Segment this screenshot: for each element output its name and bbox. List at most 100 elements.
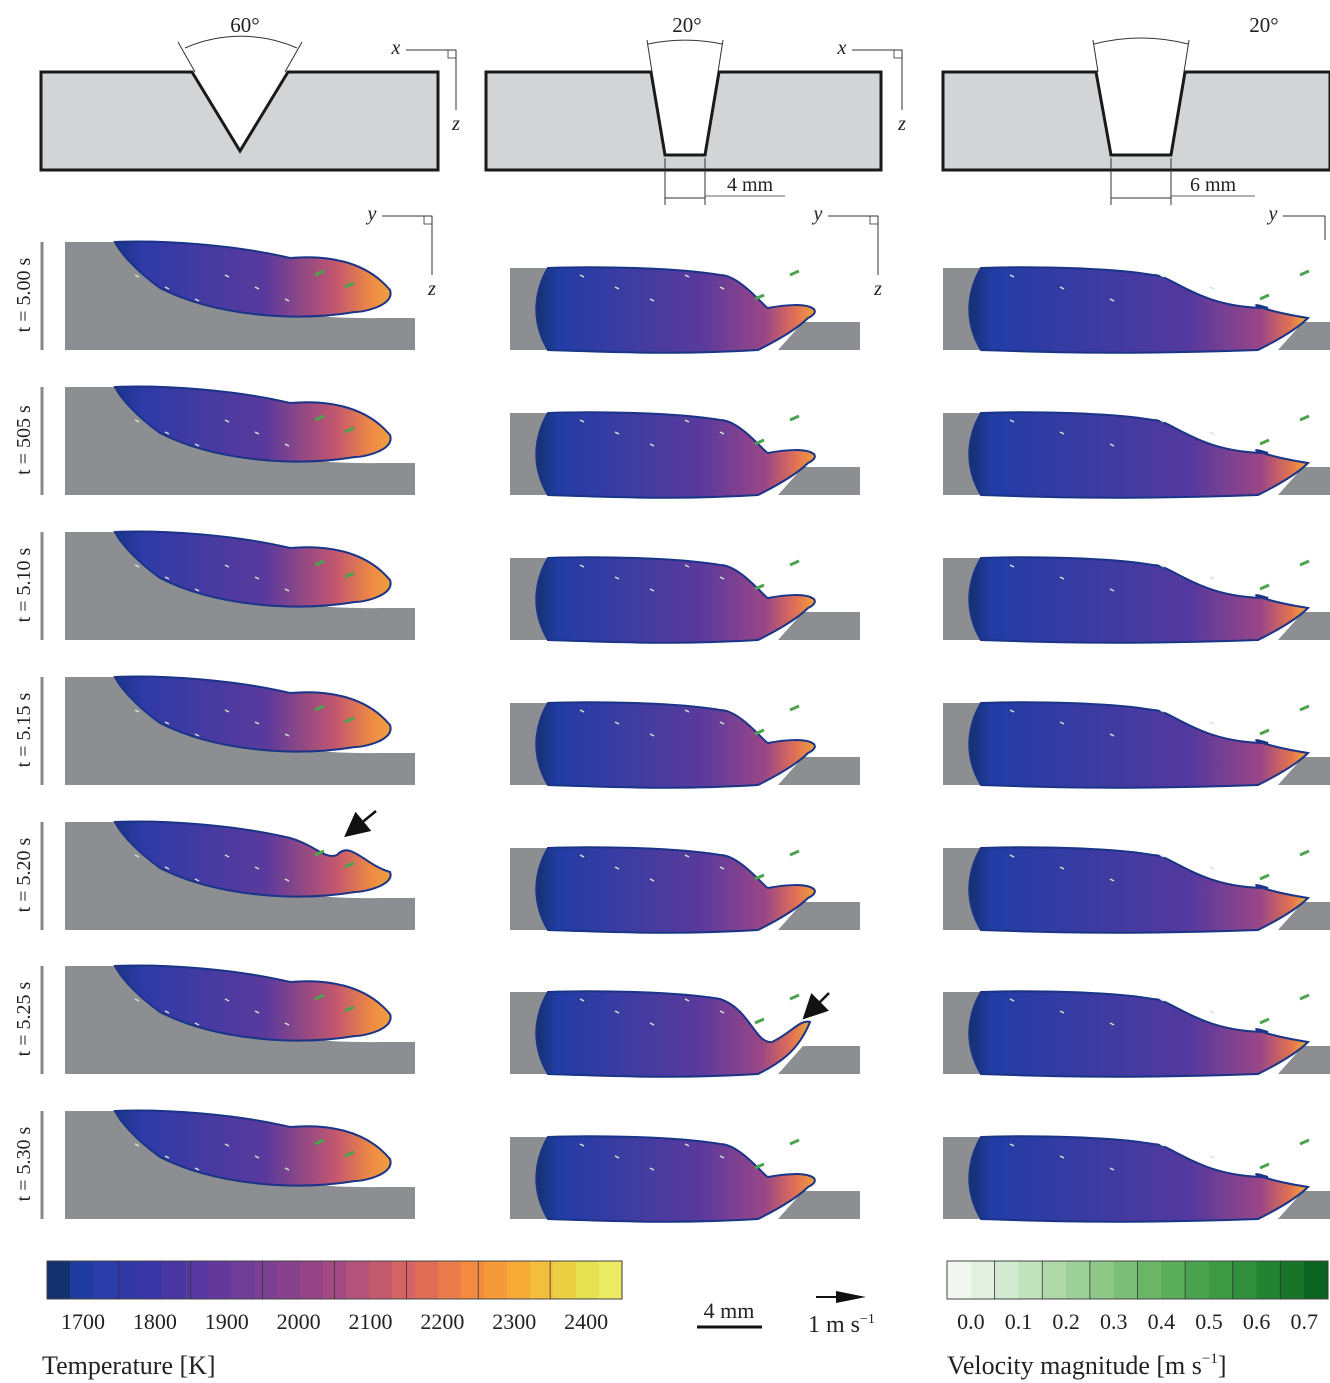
velocity-glyph [194, 443, 200, 447]
velocity-glyph [789, 269, 800, 277]
colorbar-swatch [254, 1261, 278, 1299]
pool-axis-indicators: y z y z y [366, 203, 1326, 300]
velocity-glyph [649, 733, 655, 737]
colorbar-tick-label: 2000 [277, 1309, 321, 1334]
colorbar-swatch [461, 1261, 485, 1299]
velocity-glyph [1259, 438, 1270, 446]
velocity-glyph [614, 721, 620, 725]
velocity-glyph [164, 1010, 170, 1014]
velocity-glyph [719, 286, 725, 290]
colorbar-swatch [1137, 1261, 1162, 1299]
width-label: 4 mm [727, 174, 774, 196]
substrate [65, 1111, 415, 1219]
velocity-glyph [1159, 419, 1165, 423]
time-label-text: t = 5.20 s [13, 837, 35, 912]
pointer-arrow [344, 810, 377, 838]
velocity-glyph [1059, 431, 1065, 435]
melt-pool-panel [65, 1109, 415, 1219]
velocity-glyph [579, 854, 585, 858]
velocity-glyph [194, 878, 200, 882]
time-label: t = 5.25 s [13, 966, 44, 1074]
colorbar-swatch [70, 1261, 94, 1299]
velocity-glyph [134, 854, 140, 858]
velocity-glyph [1299, 849, 1310, 857]
velocity-glyph [1009, 564, 1015, 568]
velocity-glyph [344, 1005, 355, 1013]
velocity-glyph [164, 866, 170, 870]
time-label-text: t = 5.15 s [13, 692, 35, 767]
velocity-glyph [344, 571, 355, 579]
velocity-glyph [164, 431, 170, 435]
melt-pool-panel [943, 556, 1330, 644]
velocity-glyph [579, 709, 585, 713]
velocity-glyph [284, 878, 290, 882]
velocity-glyph [1109, 733, 1115, 737]
time-label-text: t = 5.10 s [13, 547, 35, 622]
velocity-glyph [224, 564, 230, 568]
velocity-glyph [254, 1155, 260, 1159]
velocity-glyph [579, 419, 585, 423]
velocity-glyph [754, 873, 765, 881]
colorbar-tick-label: 0.4 [1148, 1309, 1176, 1334]
colorbar-swatch [1089, 1261, 1115, 1299]
velocity-glyph [579, 274, 585, 278]
melt-pool [968, 701, 1311, 789]
velocity-glyph [314, 269, 325, 277]
temperature-colorbar: 1700 1800 1900 2000 2100 2200 2300 2400 [46, 1260, 623, 1334]
axis-z-label: z [427, 278, 436, 300]
colorbar-tick-label: 0.7 [1290, 1309, 1318, 1334]
velocity-glyph [1209, 431, 1215, 435]
velocity-glyph [1059, 721, 1065, 725]
velocity-glyph [1009, 998, 1015, 1002]
velocity-glyph [194, 588, 200, 592]
velocity-glyph [1009, 274, 1015, 278]
velocity-glyph [314, 414, 325, 422]
axis-y-label: y [812, 203, 823, 225]
velocity-glyph [254, 721, 260, 725]
melt-pool [968, 990, 1311, 1078]
velocity-glyph [194, 1022, 200, 1026]
melt-pool [535, 556, 816, 644]
velocity-glyph [284, 1022, 290, 1026]
velocity-title: Velocity magnitude [m s−1] [947, 1351, 1227, 1380]
velocity-glyph [1209, 866, 1215, 870]
axis-z-label: z [873, 278, 882, 300]
melt-pool [113, 385, 392, 463]
colorbar-swatch [553, 1261, 577, 1299]
velocity-glyph [314, 559, 325, 567]
velocity-glyph [789, 704, 800, 712]
velocity-glyph [1299, 414, 1310, 422]
velocity-glyph [194, 733, 200, 737]
velocity-glyph [164, 721, 170, 725]
velocity-glyph [1009, 854, 1015, 858]
angle-label: 20° [1249, 13, 1278, 37]
colorbar-tick-label: 1700 [61, 1309, 105, 1334]
velocity-glyph [789, 559, 800, 567]
melt-pool [113, 240, 392, 318]
melt-pool [535, 846, 816, 934]
substrate [65, 966, 415, 1074]
velocity-glyph [1109, 878, 1115, 882]
velocity-glyph [284, 298, 290, 302]
velocity-glyph [1209, 1010, 1215, 1014]
melt-pool [968, 266, 1311, 354]
colorbar-swatch [1256, 1261, 1281, 1299]
colorbar-swatch [438, 1261, 462, 1299]
velocity-glyph [254, 286, 260, 290]
velocity-glyph [1259, 293, 1270, 301]
velocity-glyph [164, 576, 170, 580]
velocity-glyph [1059, 1010, 1065, 1014]
colorbar-tick-label: 2400 [564, 1309, 608, 1334]
velocity-glyph [1259, 873, 1270, 881]
velocity-glyph [134, 274, 140, 278]
axis-y-label: y [1267, 203, 1278, 225]
velocity-glyph [134, 709, 140, 713]
time-label-text: t = 5.30 s [13, 1126, 35, 1201]
colorbar-swatch [947, 1261, 972, 1299]
angle-label: 20° [672, 13, 701, 37]
length-scale-bar: 4 mm [697, 1298, 762, 1329]
substrate [65, 532, 415, 640]
velocity-glyph [344, 861, 355, 869]
colorbar-swatch [507, 1261, 531, 1299]
velocity-glyph [344, 716, 355, 724]
